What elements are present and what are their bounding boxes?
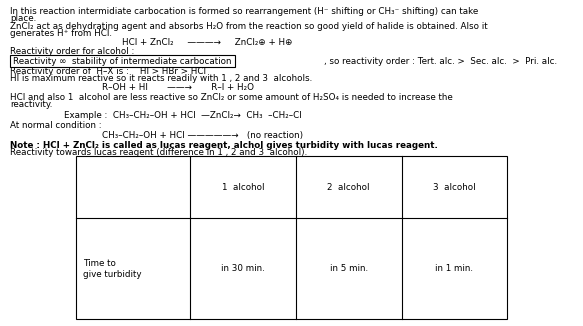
Text: 2  alcohol: 2 alcohol: [328, 183, 370, 192]
Text: Time to
give turbidity: Time to give turbidity: [83, 259, 141, 279]
Text: Note : HCl + ZnCl₂ is called as lucas reagent, alchol gives turbidity with lucas: Note : HCl + ZnCl₂ is called as lucas re…: [10, 141, 438, 150]
Text: generates H⁺ from HCl.: generates H⁺ from HCl.: [10, 29, 113, 38]
Text: Example :  CH₃–CH₂–OH + HCl  —ZnCl₂→  CH₃  –CH₂–Cl: Example : CH₃–CH₂–OH + HCl —ZnCl₂→ CH₃ –…: [64, 111, 302, 121]
Text: CH₃–CH₂–OH + HCl —————→   (no reaction): CH₃–CH₂–OH + HCl —————→ (no reaction): [102, 131, 303, 140]
Bar: [10, 55, 236, 67]
Text: HCl + ZnCl₂     ———→     ZnCl₂⊕ + H⊕: HCl + ZnCl₂ ———→ ZnCl₂⊕ + H⊕: [122, 38, 293, 48]
Bar: [76, 156, 507, 319]
Text: At normal condition :: At normal condition :: [10, 121, 102, 130]
Text: Reactivity ∞  stability of intermediate carbocation: Reactivity ∞ stability of intermediate c…: [13, 57, 232, 66]
Text: place.: place.: [10, 14, 37, 23]
Text: 3  alcohol: 3 alcohol: [433, 183, 476, 192]
Text: in 1 min.: in 1 min.: [436, 264, 473, 274]
Text: , so reactivity order : Tert. alc. >  Sec. alc.  >  Pri. alc.: , so reactivity order : Tert. alc. > Sec…: [324, 57, 557, 66]
Text: HI is maximum reactive so it reacts readily with 1 , 2 and 3  alcohols.: HI is maximum reactive so it reacts read…: [10, 74, 312, 83]
Text: Reactivity order of  H–X is :    HI > HBr > HCl: Reactivity order of H–X is : HI > HBr > …: [10, 67, 206, 76]
Text: in 30 min.: in 30 min.: [221, 264, 265, 274]
Text: reactivity.: reactivity.: [10, 100, 53, 110]
Text: R–OH + HI       ——→       R–I + H₂O: R–OH + HI ——→ R–I + H₂O: [102, 83, 254, 93]
Text: in 5 min.: in 5 min.: [329, 264, 368, 274]
Text: 1  alcohol: 1 alcohol: [222, 183, 264, 192]
Text: Reactivity towards lucas reagent (difference in 1 , 2 and 3  alcohol).: Reactivity towards lucas reagent (differ…: [10, 148, 308, 157]
Text: Reactivity order for alcohol :: Reactivity order for alcohol :: [10, 47, 135, 56]
Text: In this reaction intermidiate carbocation is formed so rearrangement (H⁻ shiftin: In this reaction intermidiate carbocatio…: [10, 7, 479, 16]
Text: HCl and also 1  alcohol are less reactive so ZnCl₂ or some amount of H₂SO₄ is ne: HCl and also 1 alcohol are less reactive…: [10, 93, 453, 102]
Text: ZnCl₂ act as dehydrating agent and absorbs H₂O from the reaction so good yield o: ZnCl₂ act as dehydrating agent and absor…: [10, 22, 488, 31]
